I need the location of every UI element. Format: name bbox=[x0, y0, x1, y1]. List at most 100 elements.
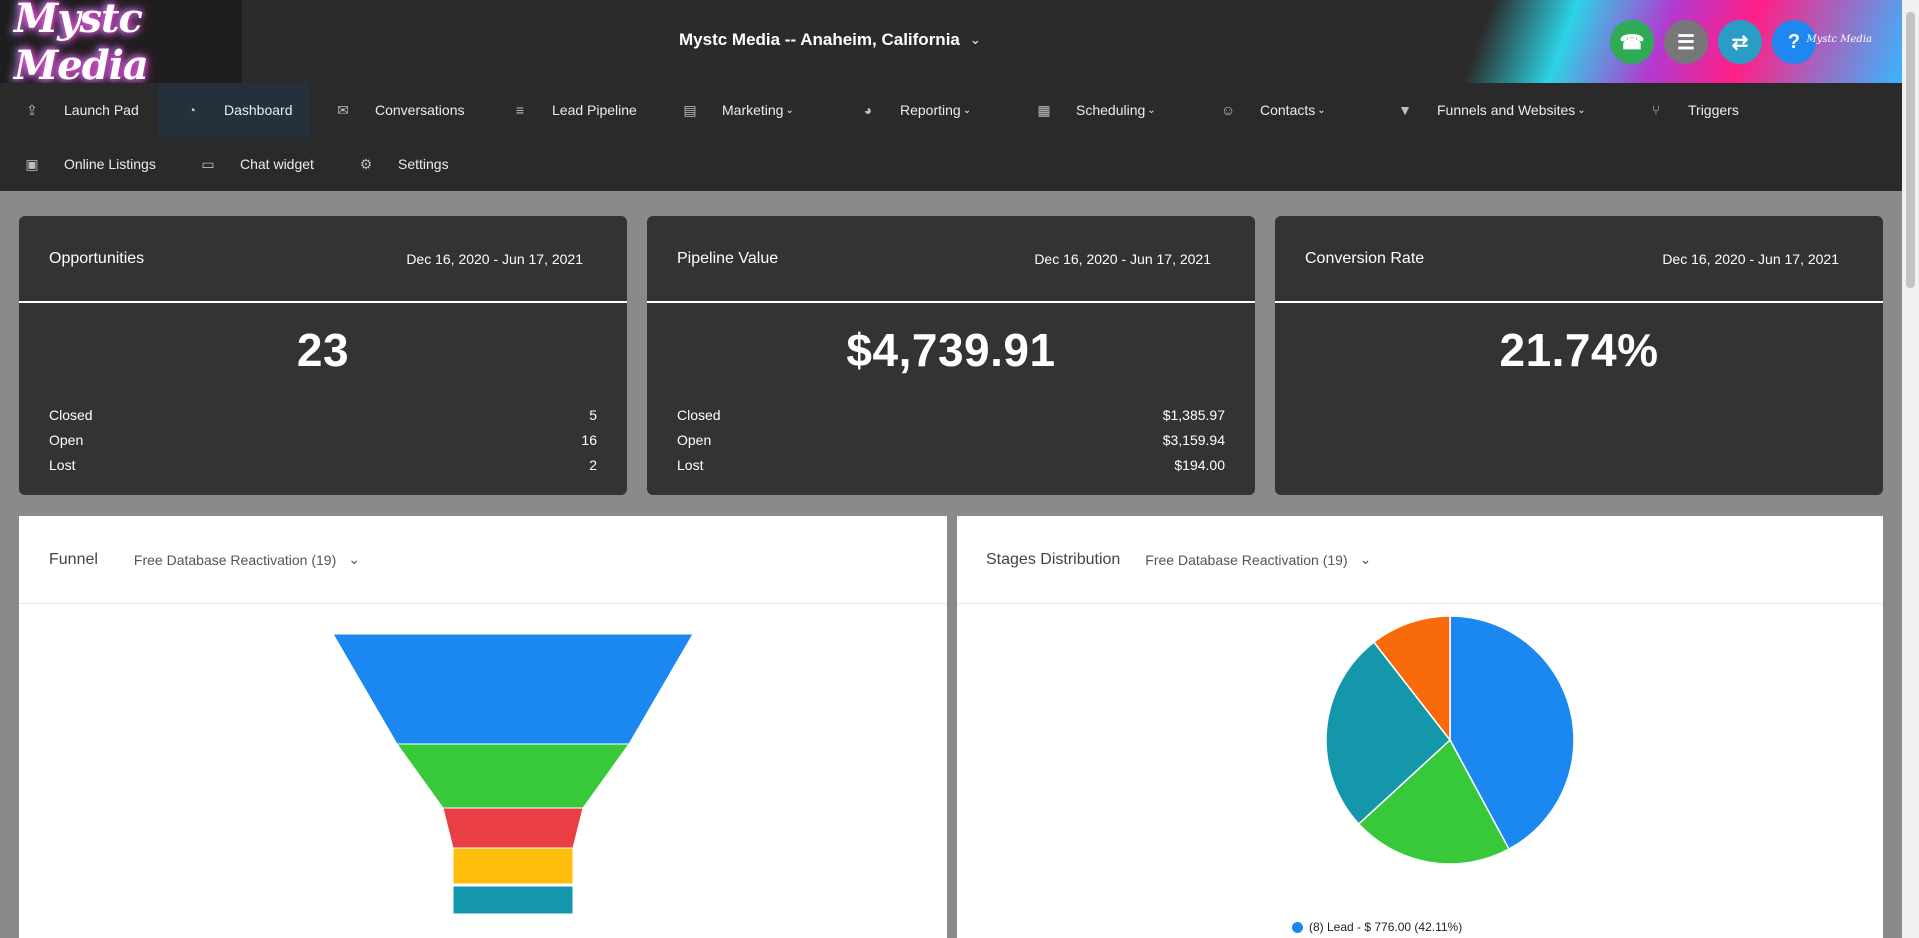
nav-item-reporting[interactable]: ◕ Reporting ⌄ bbox=[860, 83, 971, 137]
nav-label: Online Listings bbox=[64, 156, 156, 172]
stat-row: Lost 2 bbox=[49, 453, 597, 478]
calendar-icon: ▦ bbox=[1037, 102, 1051, 118]
nav-item-settings[interactable]: ⚙ Settings bbox=[358, 137, 449, 191]
nav-label: Dashboard bbox=[224, 102, 293, 118]
legend-dot bbox=[1292, 921, 1303, 933]
nav-label: Launch Pad bbox=[64, 102, 139, 118]
pie-legend-item[interactable]: (8) Lead - $ 776.00 (42.11%) bbox=[1292, 920, 1462, 934]
stages-select-label: Free Database Reactivation (19) bbox=[1145, 551, 1348, 568]
listing-icon: ▣ bbox=[25, 156, 39, 172]
funnel-panel: Funnel Free Database Reactivation (19) ⌄ bbox=[19, 516, 947, 938]
stat-row: Closed $1,385.97 bbox=[677, 403, 1225, 428]
pie-slice-3[interactable] bbox=[1325, 641, 1452, 826]
nav-label: Marketing bbox=[722, 102, 784, 118]
card-stats: Closed 5 Open 16 Lost 2 bbox=[19, 403, 627, 478]
stat-label: Open bbox=[677, 432, 712, 448]
nav-item-triggers[interactable]: ⑂ Triggers bbox=[1648, 83, 1739, 137]
funnel-title: Funnel bbox=[49, 550, 98, 568]
card-date-range[interactable]: Dec 16, 2020 - Jun 17, 2021 bbox=[1034, 250, 1211, 267]
stat-label: Lost bbox=[677, 457, 704, 473]
funnel-stage-5[interactable] bbox=[452, 885, 574, 915]
nav-item-funnels-and-websites[interactable]: ▼ Funnels and Websites ⌄ bbox=[1397, 83, 1586, 137]
help-icon: ? bbox=[1787, 30, 1801, 53]
nav-item-scheduling[interactable]: ▦ Scheduling ⌄ bbox=[1036, 83, 1155, 137]
mini-logo[interactable]: Mystc Media bbox=[1806, 34, 1872, 45]
pie-chart-icon: ◕ bbox=[863, 102, 873, 118]
nav-label: Triggers bbox=[1688, 102, 1739, 118]
stat-card-opportunities: Opportunities Dec 16, 2020 - Jun 17, 2021… bbox=[19, 216, 627, 495]
top-bar: Mystc Media Mystc Media -- Anaheim, Cali… bbox=[0, 0, 1902, 83]
brand-logo[interactable]: Mystc Media bbox=[0, 0, 242, 83]
stat-label: Lost bbox=[49, 457, 76, 473]
nav-item-online-listings[interactable]: ▣ Online Listings bbox=[24, 137, 156, 191]
funnel-stage-1[interactable] bbox=[332, 633, 694, 745]
nav-item-contacts[interactable]: ☺ Contacts ⌄ bbox=[1220, 83, 1326, 137]
stages-pipeline-select[interactable]: Free Database Reactivation (19) ⌄ bbox=[1145, 551, 1371, 568]
card-header: Pipeline Value Dec 16, 2020 - Jun 17, 202… bbox=[647, 216, 1255, 303]
stat-card-conversion-rate: Conversion Rate Dec 16, 2020 - Jun 17, 20… bbox=[1275, 216, 1883, 495]
location-switcher[interactable]: Mystc Media -- Anaheim, California ⌄ bbox=[679, 30, 981, 50]
card-title: Pipeline Value bbox=[677, 249, 779, 267]
card-stats: Closed $1,385.97 Open $3,159.94 Lost $194.00 bbox=[647, 403, 1255, 478]
chevron-down-icon: ⌄ bbox=[1317, 104, 1326, 116]
nav-label: Contacts bbox=[1260, 102, 1316, 118]
card-header: Conversion Rate Dec 16, 2020 - Jun 17, 20… bbox=[1275, 216, 1883, 303]
phone-button[interactable]: ☎ bbox=[1610, 20, 1654, 64]
funnel-stage-3[interactable] bbox=[442, 807, 584, 849]
branch-icon: ⑂ bbox=[1651, 102, 1661, 118]
stat-value: 2 bbox=[589, 457, 597, 473]
chevron-down-icon: ⌄ bbox=[1359, 551, 1372, 567]
nav-item-lead-pipeline[interactable]: ≡ Lead Pipeline bbox=[512, 83, 637, 137]
chevron-down-icon: ⌄ bbox=[348, 551, 360, 567]
nav-item-conversations[interactable]: ✉ Conversations bbox=[335, 83, 465, 137]
help-button[interactable]: ? bbox=[1772, 20, 1816, 64]
card-date-range[interactable]: Dec 16, 2020 - Jun 17, 2021 bbox=[1662, 250, 1839, 267]
comment-icon: ▭ bbox=[201, 156, 215, 172]
pie-slice-2[interactable] bbox=[1357, 738, 1511, 865]
funnel-pipeline-select[interactable]: Free Database Reactivation (19) ⌄ bbox=[134, 551, 360, 568]
nav-label: Settings bbox=[398, 156, 449, 172]
nav-label: Funnels and Websites bbox=[1437, 102, 1576, 118]
stat-value: $194.00 bbox=[1174, 457, 1225, 473]
stat-value: $3,159.94 bbox=[1162, 432, 1225, 448]
stat-row: Lost $194.00 bbox=[677, 453, 1225, 478]
nav-item-chat-widget[interactable]: ▭ Chat widget bbox=[200, 137, 314, 191]
funnel-stage-2[interactable] bbox=[396, 743, 630, 809]
rocket-icon: ⇪ bbox=[26, 102, 38, 118]
nav-label: Chat widget bbox=[240, 156, 314, 172]
page-scrollbar[interactable] bbox=[1902, 0, 1919, 938]
stages-title: Stages Distribution bbox=[986, 550, 1121, 568]
card-header: Opportunities Dec 16, 2020 - Jun 17, 2021 bbox=[19, 216, 627, 303]
chevron-down-icon: ⌄ bbox=[785, 104, 794, 116]
gear-icon: ⚙ bbox=[359, 156, 373, 172]
pie-slice-4[interactable] bbox=[1372, 615, 1451, 743]
card-date-range[interactable]: Dec 16, 2020 - Jun 17, 2021 bbox=[406, 250, 583, 267]
location-label: Mystc Media -- Anaheim, California bbox=[679, 30, 960, 49]
stat-value: $1,385.97 bbox=[1162, 407, 1225, 423]
nav-label: Conversations bbox=[375, 102, 465, 118]
chevron-down-icon: ⌄ bbox=[969, 32, 981, 47]
card-value: $4,739.91 bbox=[846, 324, 1056, 376]
nav-item-marketing[interactable]: ▤ Marketing ⌄ bbox=[682, 83, 794, 137]
card-value: 23 bbox=[296, 324, 350, 376]
funnel-select-label: Free Database Reactivation (19) bbox=[133, 551, 337, 568]
stat-value: 5 bbox=[589, 407, 597, 423]
list-icon: ☰ bbox=[1677, 31, 1695, 54]
tasks-button[interactable]: ☰ bbox=[1664, 20, 1708, 64]
marketing-icon: ▤ bbox=[683, 102, 697, 118]
switch-account-button[interactable]: ⇄ bbox=[1718, 20, 1762, 64]
card-title: Opportunities bbox=[49, 249, 145, 267]
stages-pie-chart bbox=[1325, 615, 1575, 865]
card-title: Conversion Rate bbox=[1305, 249, 1425, 267]
funnel-stage-4[interactable] bbox=[452, 847, 574, 885]
users-icon: ☺ bbox=[1220, 102, 1236, 118]
nav-item-dashboard[interactable]: ◔ Dashboard bbox=[158, 83, 310, 137]
scroll-thumb[interactable] bbox=[1906, 12, 1915, 288]
nav-label: Lead Pipeline bbox=[552, 102, 637, 118]
legend-label: (8) Lead - $ 776.00 (42.11%) bbox=[1309, 920, 1463, 934]
stat-row: Open $3,159.94 bbox=[677, 428, 1225, 453]
stat-row: Open 16 bbox=[49, 428, 597, 453]
stages-panel: Stages Distribution Free Database Reacti… bbox=[957, 516, 1883, 938]
pie-slice-1[interactable] bbox=[1449, 615, 1575, 851]
nav-item-launch-pad[interactable]: ⇪ Launch Pad bbox=[24, 83, 139, 137]
